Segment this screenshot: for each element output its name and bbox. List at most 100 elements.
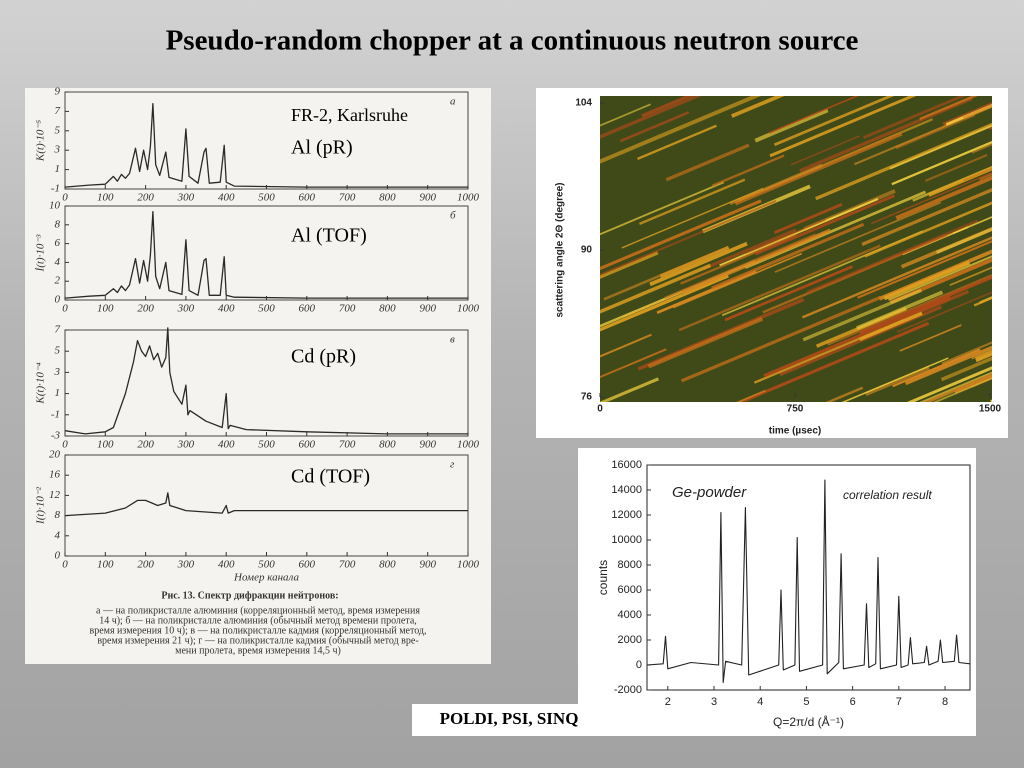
streak bbox=[600, 348, 667, 379]
streak bbox=[745, 219, 826, 254]
x-tick-label: 200 bbox=[137, 559, 154, 571]
slide-title: Pseudo-random chopper at a continuous ne… bbox=[166, 25, 859, 57]
x-tick-label: 6 bbox=[850, 696, 856, 708]
streak bbox=[883, 260, 971, 301]
plots: 0 100 200 300 400 500 600 700 800 900 1000-113579K… bbox=[35, 56, 1024, 730]
panel-label: г bbox=[450, 459, 455, 471]
y-tick-label: 0 bbox=[636, 659, 642, 671]
y-axis-label: scattering angle 2Θ (degree) bbox=[555, 182, 566, 317]
y-tick-label: 4 bbox=[55, 256, 61, 268]
streak bbox=[641, 96, 693, 118]
x-tick-label: 400 bbox=[218, 192, 235, 204]
y-tick-label: 14000 bbox=[611, 484, 642, 496]
x-tick-label: 100 bbox=[97, 303, 114, 315]
streak bbox=[904, 345, 992, 386]
streak bbox=[664, 233, 817, 300]
streak bbox=[896, 291, 992, 333]
streak bbox=[600, 274, 729, 332]
streak bbox=[806, 219, 979, 295]
y-tick-label: 12000 bbox=[611, 509, 642, 521]
streak bbox=[864, 201, 992, 258]
x-tick-label: 800 bbox=[379, 439, 396, 451]
x-axis-label: Номер канала bbox=[233, 572, 299, 584]
streak bbox=[702, 228, 797, 271]
y-tick-label: 10000 bbox=[611, 534, 642, 546]
y-tick-label: 3 bbox=[54, 144, 61, 156]
scan-caption: Рис. 13. Спектр дифракции нейтронов: а —… bbox=[89, 590, 426, 656]
streak bbox=[681, 228, 832, 295]
y-tick-label: 2 bbox=[55, 275, 61, 287]
x-tick-label: 4 bbox=[757, 696, 763, 708]
streak bbox=[919, 371, 992, 402]
x-tick-label: 0 bbox=[62, 559, 68, 571]
x-tick-label: 1000 bbox=[457, 559, 480, 571]
streak bbox=[932, 377, 992, 402]
panel-label: а bbox=[450, 96, 456, 108]
streak bbox=[774, 201, 942, 273]
y-axis-label: İ(t)·10⁻³ bbox=[35, 234, 47, 273]
heatmap-field bbox=[600, 96, 992, 402]
y-tick-label: 90 bbox=[581, 245, 593, 256]
streak bbox=[678, 244, 881, 332]
x-tick-label: 200 bbox=[137, 192, 154, 204]
facility-label: POLDI, PSI, SINQ bbox=[440, 709, 579, 728]
streak bbox=[665, 143, 750, 182]
streak bbox=[724, 265, 853, 322]
x-tick-label: 0 bbox=[62, 192, 68, 204]
streak bbox=[799, 96, 974, 173]
x-axis-label: Q=2π/d (Å⁻¹) bbox=[773, 714, 844, 729]
x-tick-label: 900 bbox=[419, 439, 436, 451]
x-tick-label: 1500 bbox=[979, 404, 1002, 415]
data-line bbox=[64, 492, 468, 517]
caption-line: время измерения 21 ч); г — на поликриста… bbox=[97, 635, 418, 646]
streak bbox=[889, 124, 992, 170]
sample-label: Cd (pR) bbox=[291, 346, 356, 368]
y-tick-label: 7 bbox=[55, 324, 61, 336]
data-line bbox=[64, 327, 468, 435]
x-tick-label: 700 bbox=[339, 559, 356, 571]
y-tick-label: -2000 bbox=[614, 684, 642, 696]
caption-line: Рис. 13. Спектр дифракции нейтронов: bbox=[161, 590, 338, 601]
sample-label: Al (pR) bbox=[291, 137, 353, 159]
streak bbox=[922, 372, 992, 402]
streak bbox=[719, 198, 879, 267]
streak bbox=[861, 188, 992, 246]
y-tick-label: 8 bbox=[55, 218, 61, 230]
streak bbox=[1002, 56, 1024, 90]
streak bbox=[736, 389, 766, 402]
sample-label: Cd (TOF) bbox=[291, 466, 370, 488]
y-tick-label: 6000 bbox=[618, 584, 642, 596]
streak bbox=[892, 348, 981, 388]
data-line bbox=[64, 210, 468, 299]
y-tick-label: 12 bbox=[49, 489, 61, 501]
x-tick-label: 600 bbox=[299, 303, 316, 315]
heatmap-texture bbox=[600, 56, 1024, 402]
y-tick-label: 3 bbox=[54, 366, 61, 378]
plot-title: Ge-powder bbox=[672, 484, 747, 501]
panel-label: б bbox=[450, 210, 456, 222]
data-line bbox=[646, 479, 971, 684]
streak bbox=[924, 154, 988, 182]
x-tick-label: 800 bbox=[379, 303, 396, 315]
streak bbox=[603, 245, 729, 301]
streak bbox=[827, 274, 992, 346]
x-tick-label: 2 bbox=[665, 696, 671, 708]
x-tick-label: 300 bbox=[177, 559, 195, 571]
x-tick-label: 800 bbox=[379, 559, 396, 571]
streak bbox=[841, 357, 949, 402]
streak bbox=[647, 316, 764, 369]
caption-line: мени пролета, время измерения 14,5 ч) bbox=[175, 645, 341, 656]
y-tick-label: 16000 bbox=[611, 459, 642, 471]
streak bbox=[859, 311, 923, 342]
streak bbox=[600, 181, 725, 236]
y-tick-label: 16 bbox=[49, 469, 61, 481]
x-tick-label: 300 bbox=[177, 439, 195, 451]
y-axis-label: I(t)·10⁻² bbox=[35, 486, 47, 525]
y-tick-label: 6 bbox=[55, 237, 61, 249]
streak bbox=[763, 296, 952, 378]
streak bbox=[940, 356, 992, 382]
streak bbox=[680, 295, 882, 383]
streak bbox=[952, 216, 992, 235]
